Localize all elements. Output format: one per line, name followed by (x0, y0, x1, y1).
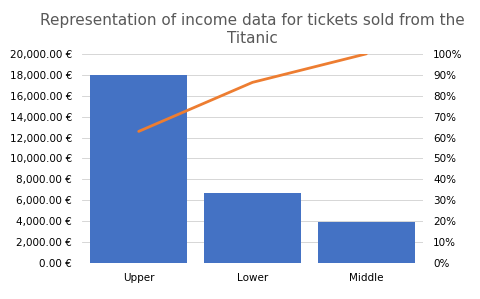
Bar (90, 75, 187, 263)
Bar (204, 193, 300, 263)
Bar (317, 222, 414, 263)
Title: Representation of income data for tickets sold from the
Titanic: Representation of income data for ticket… (40, 13, 464, 46)
